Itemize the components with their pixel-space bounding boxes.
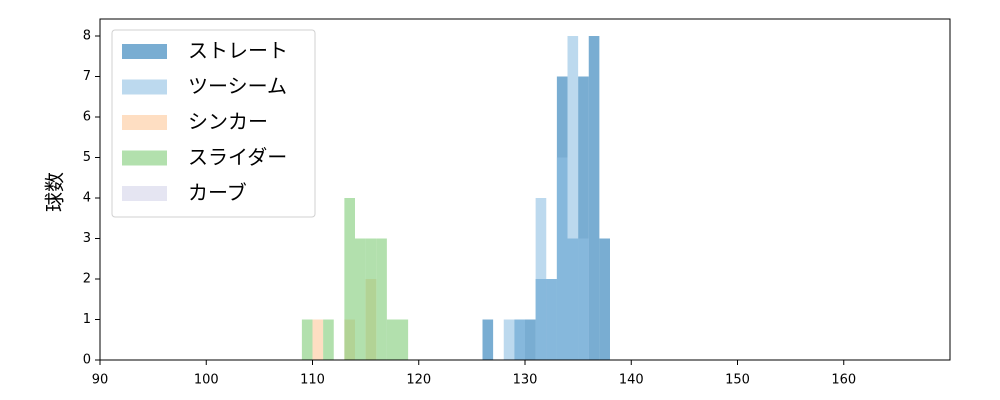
y-tick-label: 4	[83, 191, 91, 206]
y-tick-label: 3	[83, 231, 91, 246]
x-tick-label: 110	[300, 373, 325, 388]
y-tick-label: 0	[83, 353, 91, 368]
bar	[355, 238, 366, 360]
bar	[365, 238, 377, 360]
bar	[525, 319, 536, 360]
bar	[556, 157, 568, 360]
bar	[386, 319, 398, 360]
legend-frame	[111, 29, 316, 218]
legend-label: ツーシーム	[188, 74, 287, 98]
legend-label: ストレート	[188, 39, 288, 63]
legend-swatch	[122, 115, 167, 130]
legend-swatch	[122, 150, 167, 166]
bar	[397, 319, 409, 360]
legend-label: シンカー	[188, 110, 268, 134]
legend-swatch	[122, 44, 167, 59]
x-tick-label: 120	[406, 373, 431, 388]
y-tick-label: 6	[83, 110, 91, 125]
bar	[503, 319, 515, 360]
bar	[514, 319, 525, 360]
bar	[567, 36, 579, 361]
bar	[578, 76, 589, 361]
y-tick-label: 2	[83, 272, 91, 287]
y-tick-label: 5	[83, 150, 91, 165]
bar	[588, 36, 600, 361]
x-tick-label: 150	[725, 373, 750, 388]
legend-label: スライダー	[188, 145, 287, 169]
legend-label: カーブ	[188, 181, 247, 205]
bar	[482, 319, 494, 360]
bar	[376, 238, 387, 360]
x-tick-label: 90	[92, 373, 109, 388]
y-tick-label: 7	[83, 69, 91, 84]
legend-swatch	[122, 186, 167, 201]
x-tick-label: 130	[513, 373, 538, 388]
bar	[323, 319, 334, 360]
bar	[599, 238, 610, 360]
bar	[546, 279, 557, 360]
y-tick-label: 8	[83, 29, 91, 44]
x-tick-label: 160	[831, 373, 856, 388]
x-tick-label: 100	[194, 373, 219, 388]
y-tick-label: 1	[83, 312, 91, 327]
x-tick-label: 140	[619, 373, 644, 388]
bar	[312, 319, 324, 360]
legend-swatch	[122, 79, 167, 95]
bar	[344, 198, 355, 360]
bar	[535, 198, 547, 360]
y-axis-label: 球数	[43, 172, 67, 212]
bar	[578, 238, 589, 360]
bar	[301, 319, 313, 360]
